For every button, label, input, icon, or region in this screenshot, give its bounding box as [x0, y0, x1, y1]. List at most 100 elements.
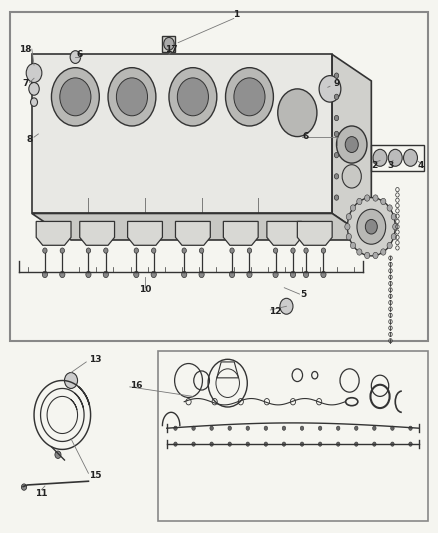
Text: 9: 9	[333, 79, 340, 88]
Circle shape	[282, 426, 286, 430]
Circle shape	[354, 426, 358, 430]
Circle shape	[86, 248, 91, 253]
Circle shape	[64, 373, 78, 389]
Text: 15: 15	[89, 471, 101, 480]
Circle shape	[334, 131, 339, 136]
Circle shape	[336, 426, 340, 430]
Circle shape	[51, 68, 99, 126]
Polygon shape	[80, 221, 115, 245]
Circle shape	[192, 426, 195, 430]
Circle shape	[199, 271, 204, 278]
Circle shape	[373, 252, 378, 259]
Circle shape	[318, 426, 322, 430]
Circle shape	[60, 248, 64, 253]
Circle shape	[182, 248, 186, 253]
Circle shape	[300, 426, 304, 430]
Circle shape	[21, 484, 27, 490]
Circle shape	[409, 426, 412, 430]
Circle shape	[169, 68, 217, 126]
Circle shape	[117, 78, 148, 116]
Circle shape	[354, 442, 358, 446]
Circle shape	[134, 248, 138, 253]
Circle shape	[246, 442, 250, 446]
Circle shape	[334, 94, 339, 100]
Circle shape	[387, 205, 392, 211]
Text: 4: 4	[418, 161, 424, 170]
Circle shape	[182, 271, 187, 278]
Circle shape	[381, 249, 386, 255]
Text: 6: 6	[303, 132, 309, 141]
Text: 3: 3	[387, 161, 393, 170]
Circle shape	[291, 248, 295, 253]
Circle shape	[273, 248, 278, 253]
Circle shape	[104, 248, 108, 253]
Circle shape	[177, 78, 208, 116]
Circle shape	[230, 248, 234, 253]
Circle shape	[345, 136, 358, 152]
Text: 11: 11	[35, 489, 48, 498]
Circle shape	[321, 248, 325, 253]
Circle shape	[364, 195, 370, 201]
Circle shape	[228, 442, 231, 446]
Circle shape	[334, 115, 339, 120]
Circle shape	[350, 243, 356, 249]
Circle shape	[357, 209, 386, 244]
Circle shape	[373, 149, 387, 166]
Circle shape	[334, 195, 339, 200]
Circle shape	[391, 426, 394, 430]
Circle shape	[345, 223, 350, 230]
Text: 2: 2	[371, 161, 378, 170]
Circle shape	[210, 426, 213, 430]
Text: 5: 5	[301, 289, 307, 298]
Circle shape	[334, 174, 339, 179]
Circle shape	[174, 426, 177, 430]
Circle shape	[409, 442, 412, 446]
Text: 12: 12	[269, 307, 282, 316]
Circle shape	[304, 271, 309, 278]
Polygon shape	[297, 221, 332, 245]
Circle shape	[273, 271, 278, 278]
Circle shape	[373, 426, 376, 430]
Circle shape	[234, 78, 265, 116]
Circle shape	[108, 68, 156, 126]
Circle shape	[321, 271, 326, 278]
Circle shape	[55, 451, 61, 458]
Circle shape	[391, 214, 396, 220]
Circle shape	[336, 126, 367, 163]
Circle shape	[152, 248, 156, 253]
Circle shape	[29, 83, 39, 95]
Circle shape	[151, 271, 156, 278]
Circle shape	[387, 243, 392, 249]
Circle shape	[230, 271, 235, 278]
Circle shape	[31, 98, 38, 107]
Text: 10: 10	[139, 285, 151, 294]
Circle shape	[247, 271, 252, 278]
Text: 8: 8	[27, 135, 33, 144]
Polygon shape	[223, 221, 258, 245]
Circle shape	[60, 78, 91, 116]
Text: 6: 6	[77, 50, 83, 59]
Circle shape	[134, 271, 139, 278]
Circle shape	[334, 152, 339, 158]
Circle shape	[364, 252, 370, 259]
Circle shape	[264, 426, 268, 430]
Circle shape	[246, 426, 250, 430]
Text: 1: 1	[233, 10, 240, 19]
Circle shape	[336, 442, 340, 446]
Circle shape	[346, 214, 351, 220]
Circle shape	[391, 233, 396, 240]
Text: 17: 17	[165, 45, 177, 54]
Circle shape	[247, 248, 252, 253]
Circle shape	[43, 248, 47, 253]
Polygon shape	[267, 221, 302, 245]
Circle shape	[60, 271, 65, 278]
Circle shape	[86, 271, 91, 278]
Circle shape	[192, 442, 195, 446]
Circle shape	[357, 249, 362, 255]
Circle shape	[357, 198, 362, 205]
Circle shape	[346, 233, 351, 240]
Circle shape	[392, 223, 398, 230]
Circle shape	[318, 442, 322, 446]
Text: 7: 7	[22, 79, 28, 88]
Circle shape	[347, 198, 395, 256]
